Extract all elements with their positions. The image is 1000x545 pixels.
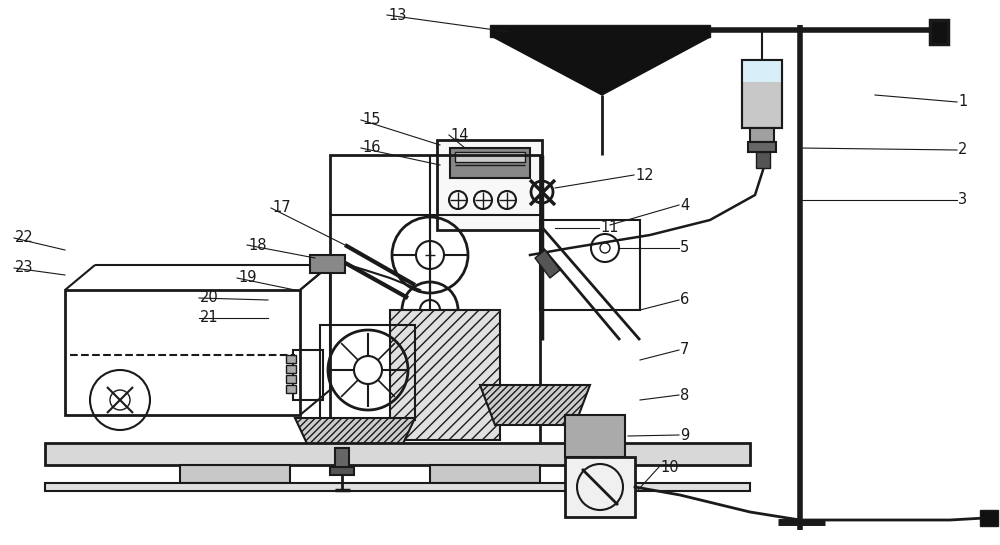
Text: 5: 5 [680, 240, 689, 256]
Text: 14: 14 [450, 128, 468, 142]
Polygon shape [480, 385, 590, 425]
Text: 12: 12 [635, 167, 654, 183]
Text: 9: 9 [680, 427, 689, 443]
Text: 7: 7 [680, 342, 689, 358]
Bar [286, 385, 296, 393]
Bar [335, 448, 349, 468]
Bar [748, 142, 776, 152]
Bar [45, 483, 750, 491]
Bar [490, 25, 710, 37]
Bar [750, 128, 774, 142]
Text: 16: 16 [362, 141, 380, 155]
Bar [320, 325, 415, 420]
Bar [742, 60, 782, 82]
Text: 8: 8 [680, 387, 689, 403]
Bar [286, 355, 296, 363]
Bar [450, 148, 530, 178]
Polygon shape [535, 250, 560, 278]
Text: 1: 1 [958, 94, 967, 110]
Polygon shape [493, 37, 710, 95]
Bar [742, 60, 782, 128]
Text: 6: 6 [680, 293, 689, 307]
Text: 21: 21 [200, 311, 219, 325]
Text: 11: 11 [600, 221, 618, 235]
Text: 19: 19 [238, 270, 256, 286]
Bar [180, 465, 290, 483]
Text: 13: 13 [388, 8, 406, 22]
Polygon shape [756, 152, 770, 168]
Text: 3: 3 [958, 192, 967, 208]
Polygon shape [980, 510, 998, 526]
Text: 20: 20 [200, 290, 219, 306]
Text: 10: 10 [660, 459, 679, 475]
Bar [565, 415, 625, 457]
Text: 23: 23 [15, 261, 34, 276]
Text: 2: 2 [958, 142, 967, 158]
Text: 22: 22 [15, 231, 34, 245]
Polygon shape [295, 418, 415, 450]
Bar [455, 152, 525, 162]
Bar [286, 375, 296, 383]
Bar [742, 60, 782, 128]
Bar [390, 310, 500, 440]
Bar [330, 155, 540, 455]
Bar [430, 465, 540, 483]
Bar [930, 20, 948, 44]
Bar [293, 350, 323, 400]
Text: 17: 17 [272, 201, 291, 215]
Bar [45, 443, 750, 465]
Bar [286, 365, 296, 373]
Bar [65, 290, 300, 415]
Text: 18: 18 [248, 238, 266, 252]
Text: 15: 15 [362, 112, 380, 128]
Bar [565, 457, 635, 517]
Bar [330, 467, 354, 475]
Bar [437, 140, 542, 230]
Bar [540, 220, 640, 310]
Bar [310, 255, 345, 273]
Text: 4: 4 [680, 197, 689, 213]
